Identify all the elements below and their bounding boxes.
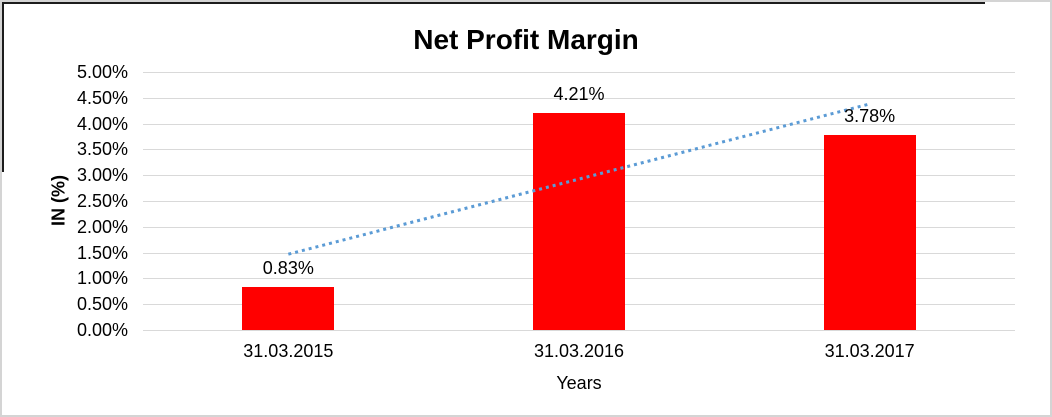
data-label: 4.21% <box>553 83 605 104</box>
y-tick-label: 0.00% <box>76 320 128 340</box>
bar <box>533 112 625 330</box>
y-tick-label: 4.00% <box>76 113 128 134</box>
y-tick-label: 1.00% <box>76 268 128 289</box>
y-tick-label: 0.50% <box>76 294 128 315</box>
x-tick-label: 31.03.2017 <box>824 341 915 361</box>
x-tick-label: 31.03.2016 <box>533 341 625 361</box>
y-tick-label: 1.50% <box>76 242 128 263</box>
x-axis-title: Years <box>556 373 602 393</box>
y-tick-label: 3.00% <box>76 165 128 186</box>
frame-border-top-segment <box>2 2 985 4</box>
data-label: 3.78% <box>844 105 896 126</box>
gridline <box>143 72 1015 73</box>
gridline <box>143 97 1015 99</box>
y-tick-label: 2.50% <box>76 191 128 211</box>
y-tick-label: 5.00% <box>76 62 128 82</box>
frame-border-left-segment <box>2 2 4 172</box>
data-label: 0.83% <box>262 258 314 279</box>
gridline <box>143 330 1015 331</box>
y-tick-label: 2.00% <box>76 216 128 237</box>
chart-title: Net Profit Margin <box>413 24 639 55</box>
bar <box>242 287 335 330</box>
y-tick-label: 4.50% <box>76 87 128 108</box>
y-tick-label: 3.50% <box>76 139 128 160</box>
bar <box>823 134 916 330</box>
y-axis-title: IN (%) <box>48 175 69 226</box>
x-tick-label: 31.03.2015 <box>243 341 334 361</box>
